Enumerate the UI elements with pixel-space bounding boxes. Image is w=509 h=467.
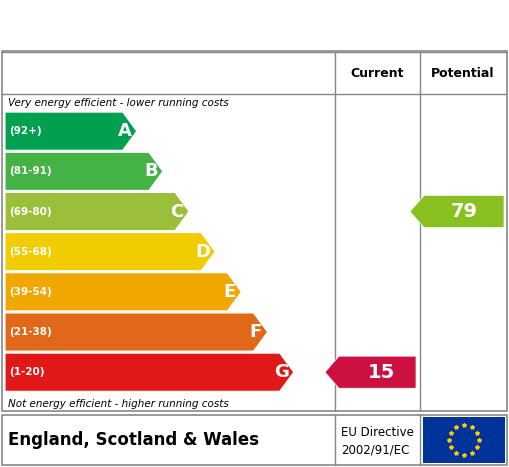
Text: (21-38): (21-38)	[9, 327, 52, 337]
Text: (81-91): (81-91)	[9, 166, 51, 177]
Text: Not energy efficient - higher running costs: Not energy efficient - higher running co…	[8, 399, 229, 409]
Text: E: E	[223, 283, 236, 301]
Text: (1-20): (1-20)	[9, 367, 44, 377]
Text: (92+): (92+)	[9, 126, 42, 136]
Text: 15: 15	[368, 363, 395, 382]
Text: F: F	[249, 323, 262, 341]
Polygon shape	[5, 112, 137, 150]
Text: England, Scotland & Wales: England, Scotland & Wales	[8, 431, 259, 449]
Polygon shape	[5, 233, 215, 271]
Polygon shape	[5, 192, 189, 231]
Text: 79: 79	[450, 202, 477, 221]
Polygon shape	[5, 313, 268, 351]
Text: (55-68): (55-68)	[9, 247, 52, 257]
Text: C: C	[171, 203, 184, 220]
Text: EU Directive: EU Directive	[341, 425, 414, 439]
Text: D: D	[195, 243, 211, 261]
Bar	[423, 417, 505, 463]
Text: 2002/91/EC: 2002/91/EC	[341, 443, 409, 456]
Text: B: B	[144, 163, 158, 180]
Text: G: G	[274, 363, 289, 381]
Text: Very energy efficient - lower running costs: Very energy efficient - lower running co…	[8, 98, 229, 108]
Text: Potential: Potential	[431, 67, 495, 79]
Polygon shape	[5, 353, 294, 391]
Polygon shape	[5, 273, 241, 311]
Polygon shape	[410, 196, 504, 227]
Text: (39-54): (39-54)	[9, 287, 52, 297]
Text: A: A	[118, 122, 132, 140]
Text: (69-80): (69-80)	[9, 206, 51, 217]
Polygon shape	[5, 152, 163, 191]
Text: Current: Current	[351, 67, 404, 79]
Text: Energy Efficiency Rating: Energy Efficiency Rating	[13, 13, 338, 36]
Polygon shape	[325, 356, 416, 388]
